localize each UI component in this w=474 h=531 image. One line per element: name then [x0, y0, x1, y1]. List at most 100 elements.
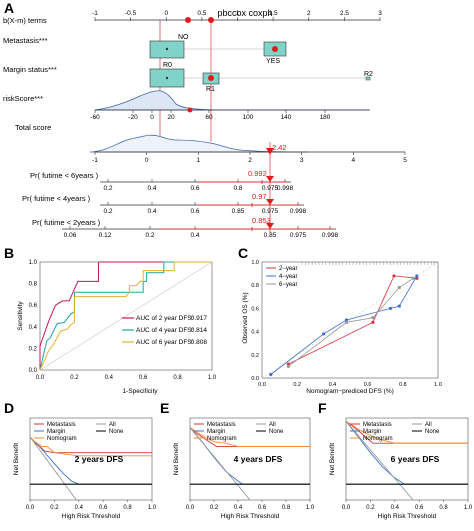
- total-score-label: Total score: [15, 123, 51, 132]
- dca-legend-label: All: [109, 422, 116, 428]
- riskscore-tick-label: 100: [243, 114, 254, 121]
- dca-legend-label: Margin: [363, 429, 381, 435]
- calibration-point: [388, 306, 393, 310]
- survival-axis-label: Pr( futime < 2years ): [32, 218, 101, 227]
- panel-label-d: D: [4, 400, 14, 416]
- riskscore-tick-label: 20: [167, 114, 175, 121]
- survival-tick-label: 0.2: [103, 185, 112, 192]
- dca-x-tick-label: 0.6: [258, 505, 267, 511]
- nomogram-panel: A pbccox coxph b(X-m) terms -1 -0.5 0 0.5 1 1…: [3, 0, 407, 239]
- survival-tick-label: 0.975: [290, 232, 307, 239]
- survival-axis-label: Pr( futime < 6years ): [30, 171, 99, 180]
- dca-ylabel: Net Benefit: [13, 443, 20, 475]
- dca-x-tick-label: 0.0: [342, 505, 351, 511]
- total-score-density: [89, 134, 311, 153]
- dca-frame: [345, 417, 469, 501]
- dca-x-tick-label: 0.0: [26, 505, 35, 511]
- survival-tick-label: 0.2: [103, 208, 112, 215]
- panel-label-b: B: [4, 245, 14, 261]
- roc-y-tick-label: 0.0: [29, 368, 38, 374]
- roc-curve-2y: [39, 261, 212, 370]
- points-tick-label: 2: [307, 10, 311, 17]
- roc-x-tick-label: 0.0: [36, 375, 45, 381]
- dca-line-nomogram: [30, 436, 152, 457]
- riskscore-tick-label: 60: [205, 114, 213, 121]
- calibration-legend-label: 6−year: [279, 282, 298, 288]
- calibration-legend-label: 2−year: [279, 266, 298, 272]
- metastasis-level-yes: YES: [266, 58, 280, 65]
- survival-tick-label: 0.998: [277, 185, 294, 192]
- survival-axis-label: Pr( futime < 4years ): [22, 194, 91, 203]
- survival-marker: [266, 199, 274, 205]
- calibration-line-2y: [288, 275, 417, 365]
- survival-tick-label: 0.4: [147, 185, 156, 192]
- calibration-x-tick-label: 0.8: [399, 382, 407, 388]
- total-score-tick-label: 5: [403, 157, 407, 164]
- dca-lines: [190, 427, 310, 500]
- survival-tick-label: 0.6: [190, 208, 199, 215]
- roc-y-tick-label: 0.4: [29, 325, 38, 331]
- survival-tick-label: 0.975: [262, 208, 279, 215]
- calibration-point: [344, 318, 349, 322]
- riskscore-density: [94, 90, 370, 111]
- dca-legend-label: Nomogram: [207, 436, 237, 442]
- dca-x-tick-label: 0.2: [366, 505, 375, 511]
- panel-label-a: A: [4, 0, 14, 16]
- panel-label-c: C: [238, 245, 248, 261]
- roc-x-tick-label: 1.0: [208, 375, 217, 381]
- dca-ylabel: Net Benefit: [329, 443, 336, 475]
- dca-x-tick-label: 0.4: [75, 505, 84, 511]
- calibration-point: [286, 362, 290, 366]
- dca-legend-label: None: [269, 429, 284, 435]
- dca-legend-label: Margin: [207, 429, 225, 435]
- points-axis-label: b(X-m) terms: [3, 16, 47, 25]
- total-score-tick-label: -1: [92, 157, 98, 164]
- survival-value: 0.97: [252, 192, 267, 201]
- dca-x-tick-label: 0.8: [282, 505, 291, 511]
- dca-panel-label: 6 years DFS: [391, 454, 440, 464]
- calibration-legend: 2−year 4−year 6−year: [266, 266, 298, 288]
- margin-selected-point: [208, 75, 214, 81]
- roc-x-tick-label: 0.6: [139, 375, 148, 381]
- calibration-y-tick-label: 0.6: [251, 306, 259, 312]
- survival-tick-label: 0.06: [64, 232, 77, 239]
- calibration-point: [322, 332, 326, 336]
- roc-panel: B 0.00.0 0.2 0.2 0.4 0.4 0.6 0.6 0.8 0.8 1.0 1.0 1…: [4, 245, 217, 395]
- dca-legend-label: Nomogram: [47, 436, 77, 442]
- metastasis-selected-point: [272, 46, 278, 52]
- dca-ylabel: Net Benefit: [173, 443, 180, 475]
- points-tick-label: 0.5: [197, 10, 206, 17]
- metastasis-label: Metastasis***: [3, 36, 48, 45]
- roc-legend-auc: 0.808: [191, 339, 208, 346]
- dca-legend-label: All: [269, 422, 276, 428]
- survival-tick-label: 0.4: [190, 232, 199, 239]
- calibration-point: [415, 274, 419, 278]
- survival-tick-label: 0.975: [262, 185, 279, 192]
- dca-x-tick-label: 1.0: [464, 505, 473, 511]
- roc-xlabel: 1-Specificity: [122, 388, 158, 395]
- points-tick-label: -1: [92, 10, 98, 17]
- dca-x-tick-label: 1.0: [306, 505, 315, 511]
- roc-curve-4y: [39, 261, 212, 371]
- survival-tick-label: 0.998: [290, 208, 307, 215]
- dca-x-tick-label: 1.0: [148, 505, 157, 511]
- dca-x-tick-label: 0.6: [415, 505, 424, 511]
- panel-label-e: E: [160, 400, 169, 416]
- dca-legend-label: None: [109, 429, 124, 435]
- dca-legend-label: Nomogram: [363, 436, 393, 442]
- total-score-tick-label: 3: [300, 157, 304, 164]
- calibration-y-tick-label: 0.8: [251, 283, 259, 289]
- roc-legend-label: AUC of 6 year DFS:: [136, 339, 194, 346]
- calibration-frame: [261, 261, 439, 379]
- survival-axes: Pr( futime < 6years )0.2 0.4 0.6 0.8 0.9750.…: [22, 169, 339, 239]
- dca-x-tick-label: 0.8: [123, 505, 132, 511]
- points-axis: -1 -0.5 0 0.5 1 1.5 2 2.5 3: [92, 10, 382, 21]
- survival-tick-label: 0.85: [232, 208, 245, 215]
- calibration-line-6y: [288, 277, 414, 367]
- total-score-axis: -1 0 1 2 3 4 5: [92, 151, 407, 164]
- dca-xlabel: High Risk Threshold: [221, 513, 280, 520]
- dca-lines: [346, 420, 468, 500]
- riskscore-tick-label: 140: [281, 114, 292, 121]
- dca-x-tick-label: 0.2: [50, 505, 59, 511]
